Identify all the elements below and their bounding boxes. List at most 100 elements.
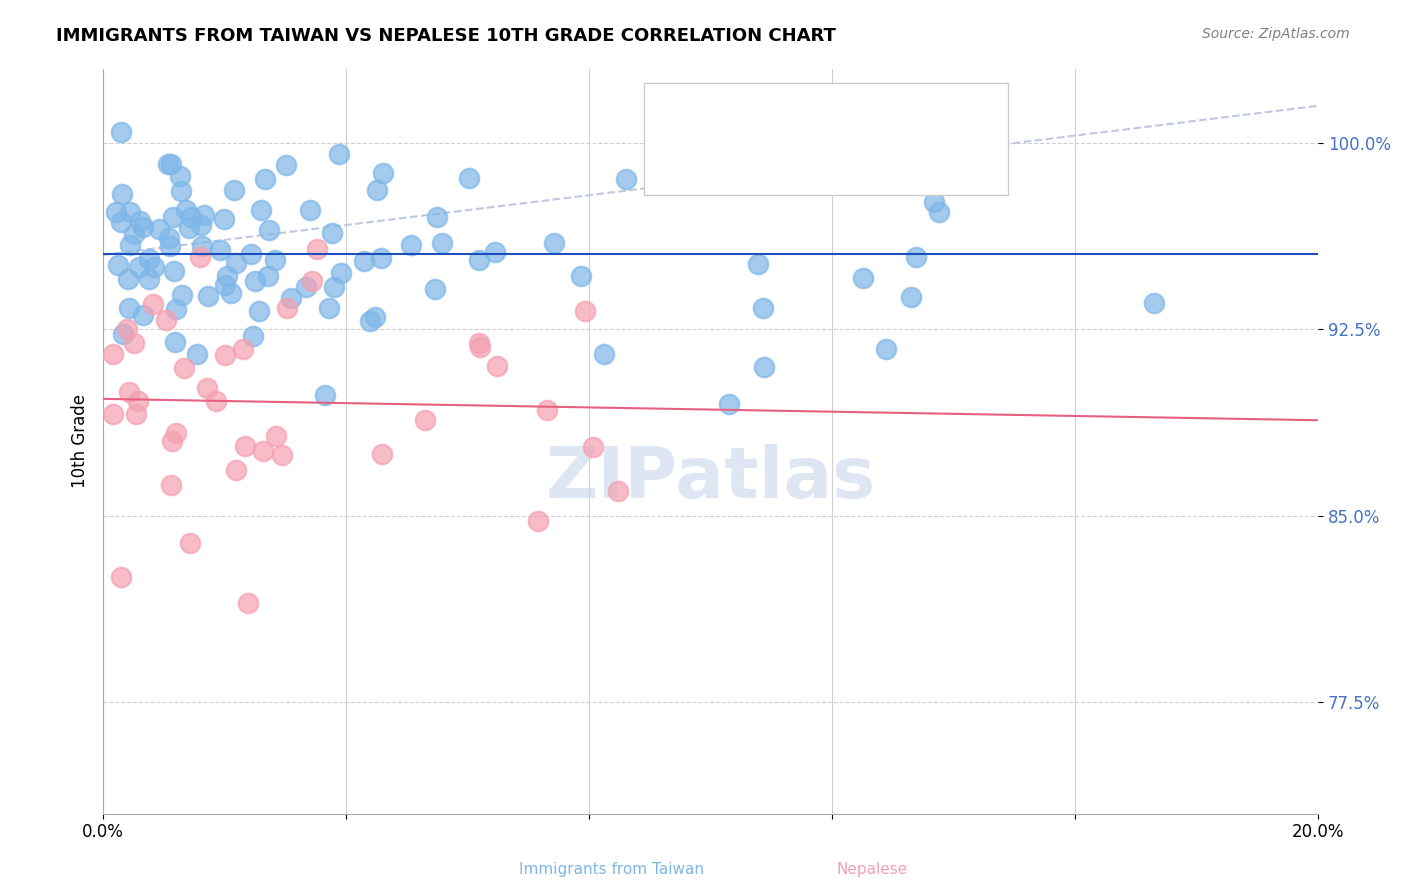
Point — [252, 444, 274, 458]
Point — [163, 263, 186, 277]
Point — [165, 425, 187, 440]
Point — [110, 570, 132, 584]
Point — [209, 244, 232, 258]
Point — [373, 166, 395, 180]
Point — [173, 360, 195, 375]
Point — [129, 213, 152, 227]
Point — [193, 208, 215, 222]
Point — [543, 236, 565, 251]
Point — [1143, 295, 1166, 310]
Point — [155, 313, 177, 327]
Point — [138, 272, 160, 286]
Point — [468, 335, 491, 350]
Point — [614, 172, 637, 186]
Point — [170, 185, 193, 199]
Point — [318, 301, 340, 315]
Point — [323, 280, 346, 294]
Point — [188, 250, 211, 264]
Point — [359, 314, 381, 328]
Point — [243, 274, 266, 288]
Point — [138, 252, 160, 267]
Point — [752, 301, 775, 315]
Point — [160, 478, 183, 492]
Point — [366, 183, 388, 197]
Point — [328, 147, 350, 161]
Point — [574, 304, 596, 318]
Point — [101, 407, 124, 421]
Point — [364, 310, 387, 325]
Point — [717, 397, 740, 411]
Point — [157, 231, 180, 245]
Point — [353, 254, 375, 268]
Point — [301, 274, 323, 288]
Point — [256, 269, 278, 284]
Point — [172, 288, 194, 302]
Point — [179, 536, 201, 550]
Point — [257, 222, 280, 236]
Point — [104, 205, 127, 219]
Point — [120, 204, 142, 219]
Point — [730, 142, 752, 156]
Point — [125, 407, 148, 421]
Point — [110, 214, 132, 228]
Point — [214, 212, 236, 227]
Point — [238, 596, 260, 610]
Point — [160, 434, 183, 449]
Point — [900, 290, 922, 304]
Y-axis label: 10th Grade: 10th Grade — [72, 394, 89, 488]
Text: IMMIGRANTS FROM TAIWAN VS NEPALESE 10TH GRADE CORRELATION CHART: IMMIGRANTS FROM TAIWAN VS NEPALESE 10TH … — [56, 27, 837, 45]
Point — [432, 236, 454, 251]
Point — [536, 403, 558, 417]
Point — [485, 359, 508, 373]
Point — [527, 515, 550, 529]
Point — [221, 286, 243, 301]
Point — [875, 343, 897, 357]
Point — [101, 346, 124, 360]
Point — [276, 301, 298, 315]
Point — [752, 359, 775, 374]
Point — [253, 172, 276, 186]
Point — [205, 393, 228, 408]
Point — [222, 183, 245, 197]
Point — [118, 238, 141, 252]
Point — [468, 252, 491, 267]
Point — [111, 187, 134, 202]
Point — [143, 260, 166, 275]
Point — [569, 268, 592, 283]
Point — [118, 384, 141, 399]
Point — [233, 439, 256, 453]
Point — [225, 256, 247, 270]
Point — [131, 308, 153, 322]
Point — [314, 388, 336, 402]
Point — [159, 239, 181, 253]
Point — [118, 301, 141, 315]
Point — [122, 227, 145, 241]
Point — [217, 269, 239, 284]
Point — [250, 202, 273, 217]
Point — [922, 194, 945, 209]
Point — [232, 342, 254, 356]
Point — [162, 211, 184, 225]
Point — [928, 205, 950, 219]
Point — [264, 252, 287, 267]
Point — [165, 301, 187, 316]
Point — [852, 271, 875, 285]
Point — [399, 237, 422, 252]
Point — [156, 157, 179, 171]
Point — [747, 256, 769, 270]
Point — [180, 210, 202, 224]
Point — [177, 221, 200, 235]
Point — [330, 267, 353, 281]
Point — [274, 158, 297, 172]
Text: ZIPatlas: ZIPatlas — [546, 444, 876, 513]
Point — [242, 329, 264, 343]
Point — [305, 242, 328, 256]
Point — [606, 483, 628, 498]
Text: Source: ZipAtlas.com: Source: ZipAtlas.com — [1202, 27, 1350, 41]
Point — [426, 211, 449, 225]
Point — [142, 297, 165, 311]
Point — [195, 381, 218, 395]
Point — [110, 125, 132, 139]
Point — [294, 280, 316, 294]
Point — [423, 282, 446, 296]
